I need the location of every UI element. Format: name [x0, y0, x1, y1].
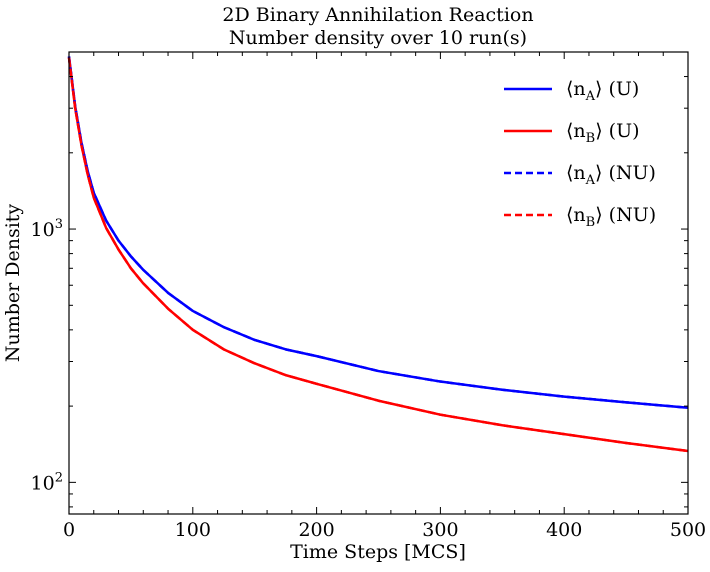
x-tick-label: 400 [546, 519, 582, 541]
x-tick-label: 300 [422, 519, 458, 541]
data-layer [67, 56, 689, 453]
x-axis-label: Time Steps [MCS] [290, 541, 466, 563]
legend-label-3: ⟨nA⟩ (NU) [566, 162, 656, 188]
x-tick-label: 0 [63, 519, 75, 541]
legend-label-4: ⟨nB⟩ (NU) [566, 204, 656, 230]
x-tick-label: 500 [670, 519, 706, 541]
y-tick-label: 102 [31, 470, 63, 494]
chart-title: 2D Binary Annihilation Reaction [222, 4, 533, 26]
legend-label-1: ⟨nA⟩ (U) [566, 78, 639, 104]
series-line-2 [67, 57, 689, 453]
series-line-1 [67, 56, 689, 410]
chart-subtitle: Number density over 10 run(s) [229, 27, 527, 49]
series-line-3 [67, 56, 689, 410]
axis-ticks: 0 100 200 300 400 500 102 103 [31, 51, 706, 541]
x-tick-label: 100 [175, 519, 211, 541]
y-tick-label: 103 [31, 217, 63, 241]
y-axis-label: Number Density [2, 204, 24, 363]
series-line-4 [67, 57, 689, 453]
legend-label-2: ⟨nB⟩ (U) [566, 120, 640, 146]
plot-frame [68, 51, 689, 515]
legend: ⟨nA⟩ (U) ⟨nB⟩ (U) ⟨nA⟩ (NU) ⟨nB⟩ (NU) [504, 78, 656, 230]
x-tick-label: 200 [298, 519, 334, 541]
